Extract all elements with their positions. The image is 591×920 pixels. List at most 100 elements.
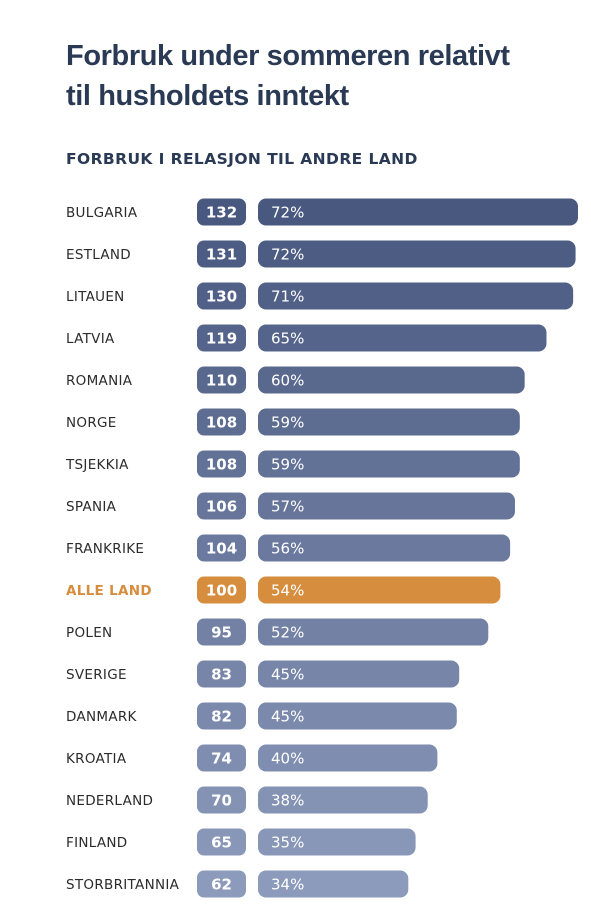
- bar-row-litauen: LITAUEN 130 71%: [66, 282, 574, 310]
- bar: [258, 324, 547, 352]
- bar: [258, 618, 489, 646]
- category-label: LITAUEN: [66, 289, 125, 305]
- category-label: TSJEKKIA: [65, 457, 129, 473]
- index-value: 104: [206, 540, 237, 558]
- bar: [258, 366, 525, 394]
- category-label: POLEN: [66, 625, 112, 641]
- percent-label: 35%: [271, 834, 304, 852]
- bar-row-storbritannia: STORBRITANNIA 62 34%: [66, 870, 409, 898]
- bar: [258, 576, 501, 604]
- percent-label: 40%: [271, 750, 304, 768]
- bar: [258, 534, 511, 562]
- category-label: SPANIA: [66, 499, 117, 515]
- index-pill: [197, 702, 246, 730]
- bar-row-romania: ROMANIA 110 60%: [66, 366, 525, 394]
- bar: [258, 240, 576, 268]
- bar-row-tsjekkia: TSJEKKIA 108 59%: [65, 450, 520, 478]
- bar: [258, 744, 438, 772]
- category-label: FRANKRIKE: [66, 541, 144, 557]
- category-label: STORBRITANNIA: [66, 877, 180, 893]
- bar-row-alle-land: ALLE LAND 100 54%: [66, 576, 501, 604]
- bar: [258, 198, 578, 226]
- index-pill: [197, 744, 246, 772]
- index-pill: [197, 282, 246, 310]
- index-value: 131: [206, 246, 237, 264]
- category-label: ESTLAND: [66, 247, 131, 263]
- bar-row-kroatia: KROATIA 74 40%: [66, 744, 438, 772]
- bar-row-polen: POLEN 95 52%: [66, 618, 489, 646]
- index-value: 119: [206, 330, 237, 348]
- bar-row-nederland: NEDERLAND 70 38%: [66, 786, 428, 814]
- bar: [258, 408, 520, 436]
- bar-row-danmark: DANMARK 82 45%: [66, 702, 457, 730]
- index-value: 110: [206, 372, 237, 390]
- category-label: NEDERLAND: [66, 793, 153, 809]
- category-label: KROATIA: [66, 751, 127, 767]
- index-pill: [197, 366, 246, 394]
- percent-label: 57%: [271, 498, 304, 516]
- index-pill: [197, 450, 246, 478]
- chart-title-line-1: Forbruk under sommeren relativt: [66, 40, 510, 72]
- bar-row-estland: ESTLAND 131 72%: [66, 240, 576, 268]
- category-label: ALLE LAND: [66, 583, 152, 599]
- category-label: BULGARIA: [66, 205, 138, 221]
- index-pill: [197, 240, 246, 268]
- index-pill: [197, 660, 246, 688]
- bar: [258, 786, 428, 814]
- percent-label: 45%: [271, 708, 304, 726]
- percent-label: 65%: [271, 330, 304, 348]
- index-value: 82: [211, 708, 232, 726]
- category-label: SVERIGE: [66, 667, 127, 683]
- index-value: 100: [206, 582, 237, 600]
- index-pill: [197, 870, 246, 898]
- category-label: FINLAND: [66, 835, 128, 851]
- chart-subtitle: FORBRUK I RELASJON TIL ANDRE LAND: [66, 150, 418, 168]
- index-pill: [197, 534, 246, 562]
- percent-label: 52%: [271, 624, 304, 642]
- bar: [258, 702, 457, 730]
- index-value: 132: [206, 204, 237, 222]
- index-pill: [197, 492, 246, 520]
- bar: [258, 660, 460, 688]
- percent-label: 60%: [271, 372, 304, 390]
- chart-title-line-2: til husholdets inntekt: [66, 80, 349, 112]
- percent-label: 54%: [271, 582, 304, 600]
- percent-label: 71%: [271, 288, 304, 306]
- percent-label: 56%: [271, 540, 304, 558]
- index-value: 62: [211, 876, 232, 894]
- bar-row-norge: NORGE 108 59%: [66, 408, 520, 436]
- index-value: 74: [211, 750, 232, 768]
- chart-title: Forbruk under sommeren relativt til hush…: [66, 36, 566, 116]
- index-pill: [197, 408, 246, 436]
- index-value: 83: [211, 666, 232, 684]
- bar-row-finland: FINLAND 65 35%: [66, 828, 416, 856]
- index-value: 70: [211, 792, 232, 810]
- index-value: 65: [211, 834, 232, 852]
- index-value: 108: [206, 414, 237, 432]
- category-label: NORGE: [66, 415, 117, 431]
- bar-row-bulgaria: BULGARIA 132 72%: [66, 198, 578, 226]
- index-value: 95: [211, 624, 232, 642]
- percent-label: 38%: [271, 792, 304, 810]
- index-pill: [197, 786, 246, 814]
- index-value: 106: [206, 498, 237, 516]
- index-pill: [197, 618, 246, 646]
- percent-label: 72%: [271, 204, 304, 222]
- bar-row-latvia: LATVIA 119 65%: [66, 324, 547, 352]
- category-label: ROMANIA: [66, 373, 133, 389]
- percent-label: 45%: [271, 666, 304, 684]
- index-pill: [197, 198, 246, 226]
- bar: [258, 450, 520, 478]
- index-pill: [197, 828, 246, 856]
- bar: [258, 492, 515, 520]
- bar: [258, 282, 574, 310]
- bar-row-frankrike: FRANKRIKE 104 56%: [66, 534, 511, 562]
- category-label: DANMARK: [66, 709, 138, 725]
- bar-row-spania: SPANIA 106 57%: [66, 492, 515, 520]
- percent-label: 59%: [271, 414, 304, 432]
- index-value: 130: [206, 288, 237, 306]
- percent-label: 59%: [271, 456, 304, 474]
- index-value: 108: [206, 456, 237, 474]
- category-label: LATVIA: [66, 331, 115, 347]
